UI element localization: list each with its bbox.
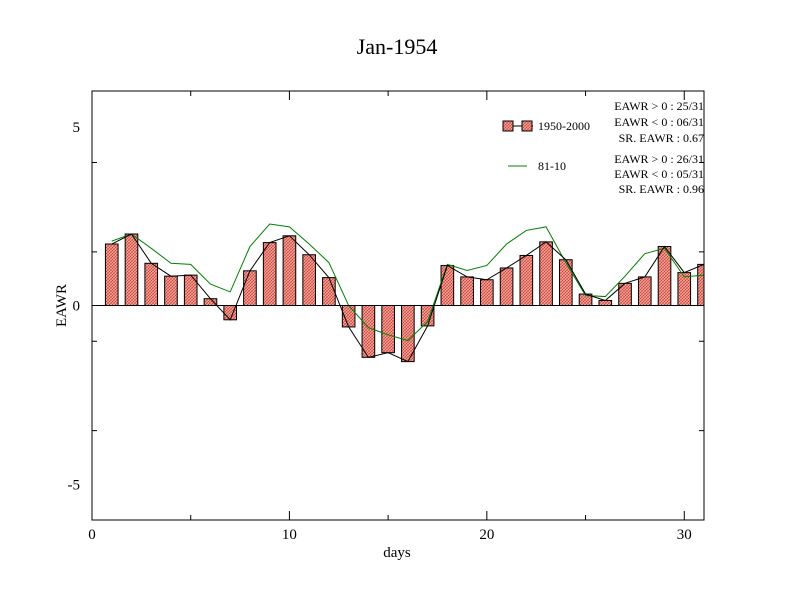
stat-1950-2000-negative: EAWR < 0 : 06/31 <box>614 115 704 129</box>
bar-day-6 <box>203 298 218 306</box>
stat-81-10-positive: EAWR > 0 : 26/31 <box>614 152 704 166</box>
bar-day-12 <box>322 277 336 306</box>
stat-1950-2000-sr: SR. EAWR : 0.67 <box>619 131 704 145</box>
bar-day-20 <box>480 279 494 307</box>
y-axis-label: EAWR <box>54 284 70 327</box>
line-series-1950-2000 <box>111 233 704 363</box>
chart-title: Jan-1954 <box>357 34 438 59</box>
bar-day-1 <box>104 243 119 306</box>
bar-day-4 <box>164 275 178 306</box>
line-series-81-10 <box>111 223 704 342</box>
x-tick-label-0: 0 <box>88 527 96 543</box>
bar-day-18 <box>440 264 455 306</box>
stat-81-10-sr: SR. EAWR : 0.96 <box>619 182 704 196</box>
legend-label-1950-2000: 1950-2000 <box>538 119 590 133</box>
bar-day-28 <box>637 276 652 306</box>
bars-layer <box>104 233 704 363</box>
legend-swatch-1950-2000-left <box>502 120 514 132</box>
stats-block: EAWR > 0 : 25/31 EAWR < 0 : 06/31 SR. EA… <box>614 99 704 196</box>
bar-day-22 <box>519 254 534 306</box>
x-tick-label-10: 10 <box>282 527 297 543</box>
bar-day-30 <box>677 272 692 306</box>
legend-label-81-10: 81-10 <box>538 159 566 173</box>
y-tick-label-5: 5 <box>73 120 81 136</box>
x-tick-label-20: 20 <box>479 527 494 543</box>
bar-day-26 <box>598 299 613 306</box>
bar-day-14 <box>361 305 376 358</box>
bar-day-15 <box>381 305 395 354</box>
ticks-layer: 0 10 20 30 -5 0 5 <box>68 91 704 543</box>
bar-day-21 <box>499 267 514 306</box>
y-tick-label-0: 0 <box>73 299 81 315</box>
bar-day-9 <box>262 242 277 306</box>
x-axis-label: days <box>383 545 411 561</box>
legend: 1950-2000 81-10 <box>502 119 590 173</box>
stat-1950-2000-positive: EAWR > 0 : 25/31 <box>614 99 704 113</box>
y-tick-label--5: -5 <box>68 477 81 493</box>
bar-day-19 <box>460 276 474 306</box>
lines-layer <box>111 223 704 363</box>
bar-day-8 <box>243 270 257 307</box>
stat-81-10-negative: EAWR < 0 : 05/31 <box>614 167 704 181</box>
bar-day-3 <box>144 262 159 307</box>
bar-day-11 <box>302 254 316 306</box>
bar-day-23 <box>539 241 553 307</box>
bar-day-2 <box>124 233 139 306</box>
bar-day-10 <box>282 235 297 307</box>
plot-frame <box>91 90 705 521</box>
x-tick-label-30: 30 <box>677 527 692 543</box>
legend-swatch-1950-2000-right <box>521 120 533 132</box>
